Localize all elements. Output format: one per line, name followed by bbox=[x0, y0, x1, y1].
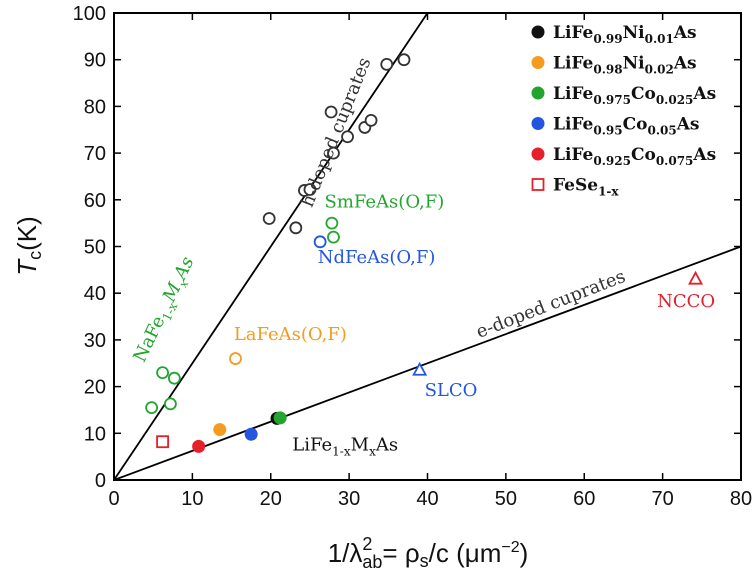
data-point-s6-5 bbox=[327, 146, 340, 160]
data-points bbox=[145, 53, 704, 453]
ncco-label: NCCO bbox=[657, 291, 715, 312]
x-tick-label: 50 bbox=[495, 488, 517, 510]
data-point-s9-0 bbox=[229, 352, 242, 365]
y-tick-label: 50 bbox=[84, 237, 106, 259]
y-tick-label: 20 bbox=[84, 377, 106, 399]
data-point-s3-0 bbox=[244, 427, 258, 441]
life-label: LiFe1-xMxAs bbox=[292, 435, 398, 459]
y-tick-label: 90 bbox=[84, 50, 106, 72]
y-tick-label: 70 bbox=[84, 143, 106, 165]
y-tick-label: 60 bbox=[84, 190, 106, 212]
y-tick-label: 0 bbox=[95, 470, 106, 492]
legend-marker-5 bbox=[531, 178, 545, 191]
legend-label-5: FeSe1-x bbox=[553, 176, 619, 199]
data-point-s6-6 bbox=[341, 130, 354, 144]
data-point-s6-0 bbox=[262, 212, 276, 225]
legend-marker-0 bbox=[531, 25, 545, 39]
y-tick-label: 30 bbox=[84, 330, 106, 352]
data-point-s6-10 bbox=[397, 53, 411, 67]
x-tick-label: 80 bbox=[730, 488, 752, 510]
legend-marker-4 bbox=[531, 147, 545, 161]
data-point-s7-0 bbox=[145, 401, 159, 415]
data-point-s6-3 bbox=[303, 183, 317, 196]
data-point-s2-0 bbox=[273, 411, 287, 425]
data-point-s7-4 bbox=[325, 216, 339, 230]
x-tick-label: 10 bbox=[181, 488, 203, 510]
axis-ticks: 0 10 20 30 40 50 60 70 80 0 10 20 30 40 50 60 70 80 90 100 bbox=[73, 3, 753, 510]
smfeas-label: SmFeAs(O,F) bbox=[325, 192, 445, 213]
data-point-s5-0 bbox=[156, 435, 169, 449]
legend-marker-2 bbox=[531, 86, 545, 100]
y-tick-label: 10 bbox=[84, 423, 106, 445]
data-point-s1-0 bbox=[213, 423, 227, 437]
data-point-s11-0 bbox=[688, 270, 704, 285]
legend-label-1: LiFe0.98Ni0.02As bbox=[553, 54, 697, 77]
lafeas-label: LaFeAs(O,F) bbox=[234, 324, 347, 345]
data-point-s6-8 bbox=[364, 114, 378, 127]
data-point-s7-2 bbox=[164, 397, 177, 411]
slco-label: SLCO bbox=[425, 380, 478, 401]
legend-marker-3 bbox=[531, 117, 545, 130]
x-tick-label: 0 bbox=[108, 488, 119, 510]
y-tick-label: 40 bbox=[84, 283, 106, 305]
nafe-label: NaFe1-xMxAs bbox=[129, 253, 201, 367]
legend-label-4: LiFe0.925Co0.075As bbox=[553, 145, 716, 168]
x-tick-label: 20 bbox=[260, 488, 282, 510]
legend-label-0: LiFe0.99Ni0.01As bbox=[553, 23, 697, 46]
data-point-s6-4 bbox=[324, 105, 338, 119]
data-point-s4-0 bbox=[192, 439, 206, 453]
data-point-s8-0 bbox=[313, 235, 327, 249]
x-tick-label: 30 bbox=[338, 488, 360, 510]
legend-marker-1 bbox=[531, 56, 545, 69]
ndfeas-label: NdFeAs(O,F) bbox=[318, 247, 436, 268]
y-tick-label: 100 bbox=[73, 3, 106, 25]
y-tick-label: 80 bbox=[84, 96, 106, 118]
data-point-s7-3 bbox=[167, 371, 181, 385]
reference-line-e-doped bbox=[113, 245, 742, 481]
x-tick-label: 70 bbox=[652, 488, 674, 510]
y-axis-title: Tc(K) bbox=[12, 216, 45, 276]
data-point-s10-0 bbox=[412, 361, 428, 376]
data-point-s7-1 bbox=[156, 366, 169, 379]
e-doped-cuprates-label: e-doped cuprates bbox=[473, 266, 628, 343]
legend-label-3: LiFe0.95Co0.05As bbox=[553, 115, 699, 138]
x-tick-label: 40 bbox=[416, 488, 438, 510]
x-tick-label: 60 bbox=[573, 488, 595, 510]
data-point-s7-5 bbox=[327, 230, 340, 244]
legend-label-2: LiFe0.975Co0.025As bbox=[553, 84, 716, 107]
legend: LiFe0.99Ni0.01As LiFe0.98Ni0.02As LiFe0.97… bbox=[531, 23, 716, 199]
data-point-s6-9 bbox=[380, 57, 394, 71]
x-axis-title: 1/λ2 ab= ρs/c (μm−2) bbox=[328, 534, 529, 572]
data-point-s6-1 bbox=[289, 221, 303, 235]
